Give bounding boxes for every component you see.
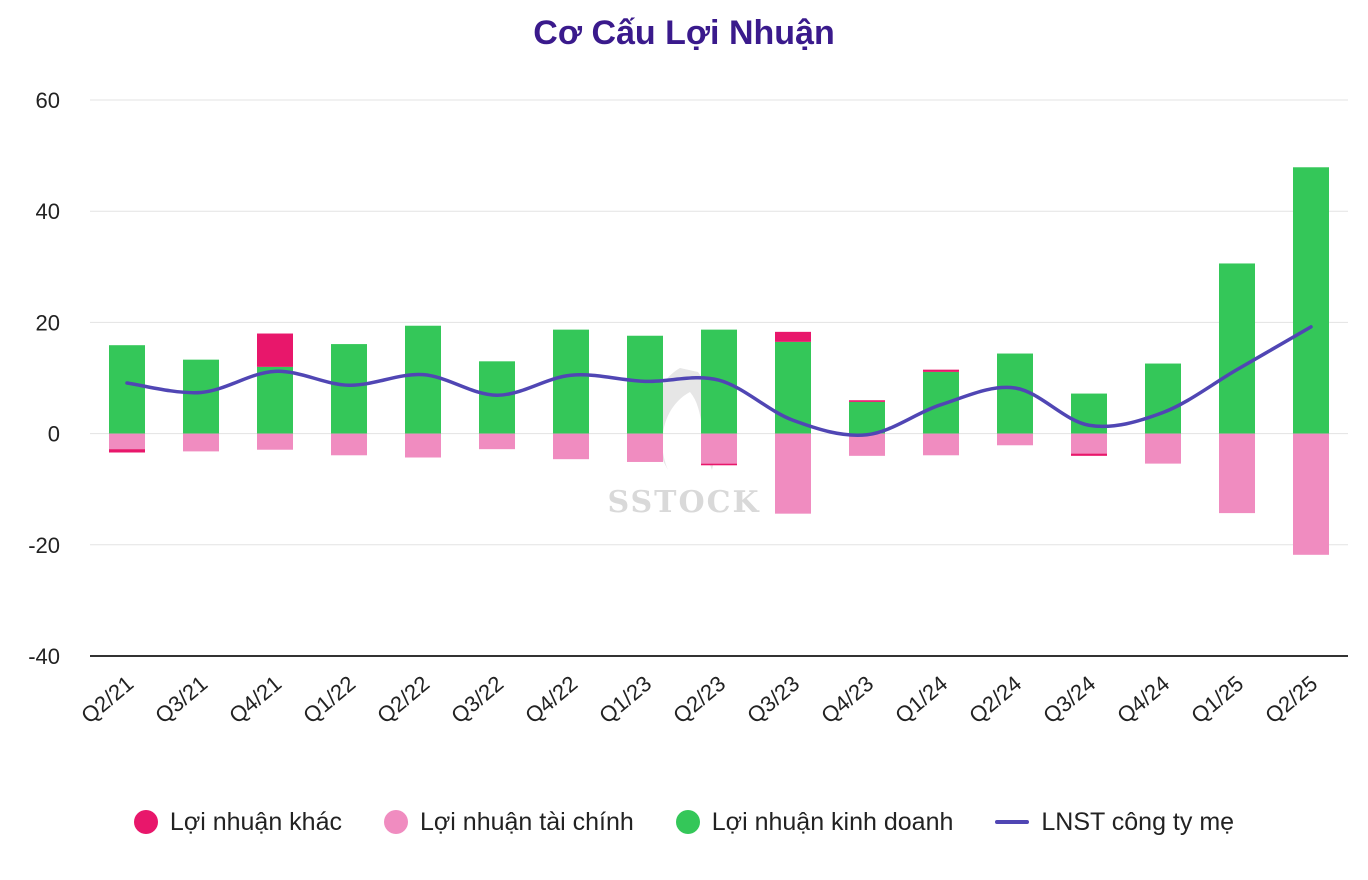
y-tick-label: -40: [28, 644, 60, 669]
bar-segment: [997, 433, 1033, 446]
bar-segment: [775, 433, 811, 514]
bar-segment: [1145, 433, 1181, 464]
y-tick-label: 60: [36, 88, 60, 113]
bar-segment: [775, 331, 811, 342]
bar-segment: [849, 433, 885, 456]
x-tick-label: Q4/22: [520, 671, 582, 729]
bar-segment: [627, 335, 663, 434]
x-tick-label: Q2/25: [1260, 671, 1322, 729]
y-tick-label: 20: [36, 310, 60, 335]
legend-item[interactable]: LNST công ty mẹ: [995, 808, 1234, 837]
watermark: SSTOCK: [607, 368, 760, 520]
watermark-text: SSTOCK: [607, 485, 760, 520]
legend-line-marker: [995, 820, 1030, 824]
x-tick-label: Q2/21: [76, 671, 138, 729]
bar-segment: [1071, 453, 1107, 456]
x-tick-label: Q4/23: [816, 671, 878, 729]
bar-segment: [553, 329, 589, 434]
legend-item[interactable]: Lợi nhuận tài chính: [384, 808, 634, 837]
bar-segment: [109, 449, 145, 453]
bar-segment: [923, 369, 959, 372]
legend-label: Lợi nhuận tài chính: [420, 807, 634, 836]
x-tick-label: Q4/21: [224, 671, 286, 729]
x-tick-label: Q3/22: [446, 671, 508, 729]
y-tick-label: -20: [28, 533, 60, 558]
x-tick-label: Q2/23: [668, 671, 730, 729]
chart-title: Cơ Cấu Lợi Nhuận: [533, 14, 835, 52]
bar-segment: [997, 353, 1033, 434]
bar-segment: [923, 433, 959, 456]
bar-segment: [331, 344, 367, 434]
bar-segment: [1071, 433, 1107, 454]
bar-segment: [627, 433, 663, 462]
x-tick-label: Q3/24: [1038, 671, 1100, 729]
bar-segment: [405, 433, 441, 458]
bar-segment: [331, 433, 367, 456]
x-tick-label: Q1/24: [890, 671, 952, 729]
bar-segment: [775, 341, 811, 434]
x-tick-label: Q1/25: [1186, 671, 1248, 729]
bar-segment: [479, 361, 515, 434]
legend-dot-marker: [675, 810, 700, 834]
bar-segment: [257, 366, 293, 434]
x-tick-label: Q3/21: [150, 671, 212, 729]
x-tick-label: Q2/24: [964, 671, 1026, 729]
x-tick-label: Q3/23: [742, 671, 804, 729]
legend-dot-marker: [133, 810, 158, 834]
bar-segment: [109, 433, 145, 450]
y-tick-label: 0: [48, 422, 60, 447]
bar-segment: [923, 371, 959, 434]
legend-dot-marker: [384, 810, 408, 834]
bar-segment: [849, 401, 885, 434]
x-tick-label: Q1/22: [298, 671, 360, 729]
legend-item[interactable]: Lợi nhuận kinh doanh: [675, 807, 954, 837]
legend-label: Lợi nhuận kinh doanh: [711, 807, 954, 836]
bar-segment: [479, 433, 515, 450]
chart-plot: SSTOCK 60 40 20 0 -20 -40 Q2/21 Q3/21 Q4/21 Q1/22…: [28, 88, 1348, 729]
y-tick-label: 40: [36, 199, 60, 224]
bar-segment: [1293, 433, 1329, 555]
bar-segment: [553, 433, 589, 460]
x-tick-label: Q2/22: [372, 671, 434, 729]
bar-segment: [1219, 263, 1255, 434]
legend-label: Lợi nhuận khác: [169, 807, 342, 836]
bar-segment: [109, 345, 145, 434]
legend-item[interactable]: Lợi nhuận khác: [133, 807, 342, 837]
bar-segment: [1145, 363, 1181, 434]
bar-segment: [1293, 167, 1329, 434]
bar-segment: [701, 433, 737, 464]
legend-label: LNST công ty mẹ: [1041, 807, 1235, 836]
bar-segment: [183, 433, 219, 452]
bar-segment: [849, 400, 885, 402]
bar-segment: [1219, 433, 1255, 514]
x-tick-label: Q1/23: [594, 671, 656, 729]
bar-segment: [257, 333, 293, 367]
legend: Lợi nhuận khác Lợi nhuận tài chính Lợi nhu…: [0, 802, 1368, 842]
x-tick-label: Q4/24: [1112, 671, 1174, 729]
bar-segment: [183, 359, 219, 434]
series-line: [125, 325, 1313, 437]
bar-segment: [257, 433, 293, 450]
bar-segment: [701, 463, 737, 466]
bar-segment: [405, 325, 441, 434]
